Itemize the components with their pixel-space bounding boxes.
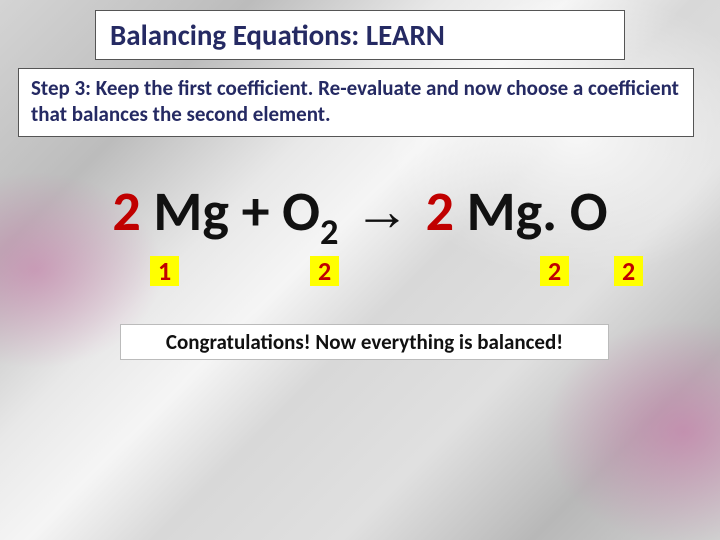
spacer xyxy=(454,178,467,246)
coefficient-2: 2 xyxy=(426,178,454,246)
step-box: Step 3: Keep the first coefficient. Re-e… xyxy=(18,68,694,137)
product-mgo: Mg. O xyxy=(467,178,608,246)
reactant-o: O xyxy=(282,178,320,246)
count-box-4: 2 xyxy=(614,256,643,286)
coefficient-1: 2 xyxy=(112,178,140,246)
congrats-text: Congratulations! Now everything is balan… xyxy=(166,329,563,355)
subscript-2: 2 xyxy=(320,209,338,254)
count-box-1: 1 xyxy=(150,256,179,286)
congrats-box: Congratulations! Now everything is balan… xyxy=(120,324,609,360)
plus-sign: + xyxy=(229,178,282,246)
step-text: Step 3: Keep the first coefficient. Re-e… xyxy=(31,75,679,127)
equation: 2 Mg + O2 → 2 Mg. O xyxy=(0,178,720,252)
count-row: 1 2 2 2 xyxy=(0,256,720,296)
slide-title: Balancing Equations: LEARN xyxy=(110,17,445,53)
title-box: Balancing Equations: LEARN xyxy=(95,10,625,60)
reactant-mg: Mg xyxy=(153,178,229,246)
slide: Balancing Equations: LEARN Step 3: Keep … xyxy=(0,0,720,540)
count-box-2: 2 xyxy=(310,256,339,286)
count-box-3: 2 xyxy=(540,256,569,286)
reactant-1 xyxy=(141,178,154,246)
arrow: → xyxy=(338,179,425,242)
